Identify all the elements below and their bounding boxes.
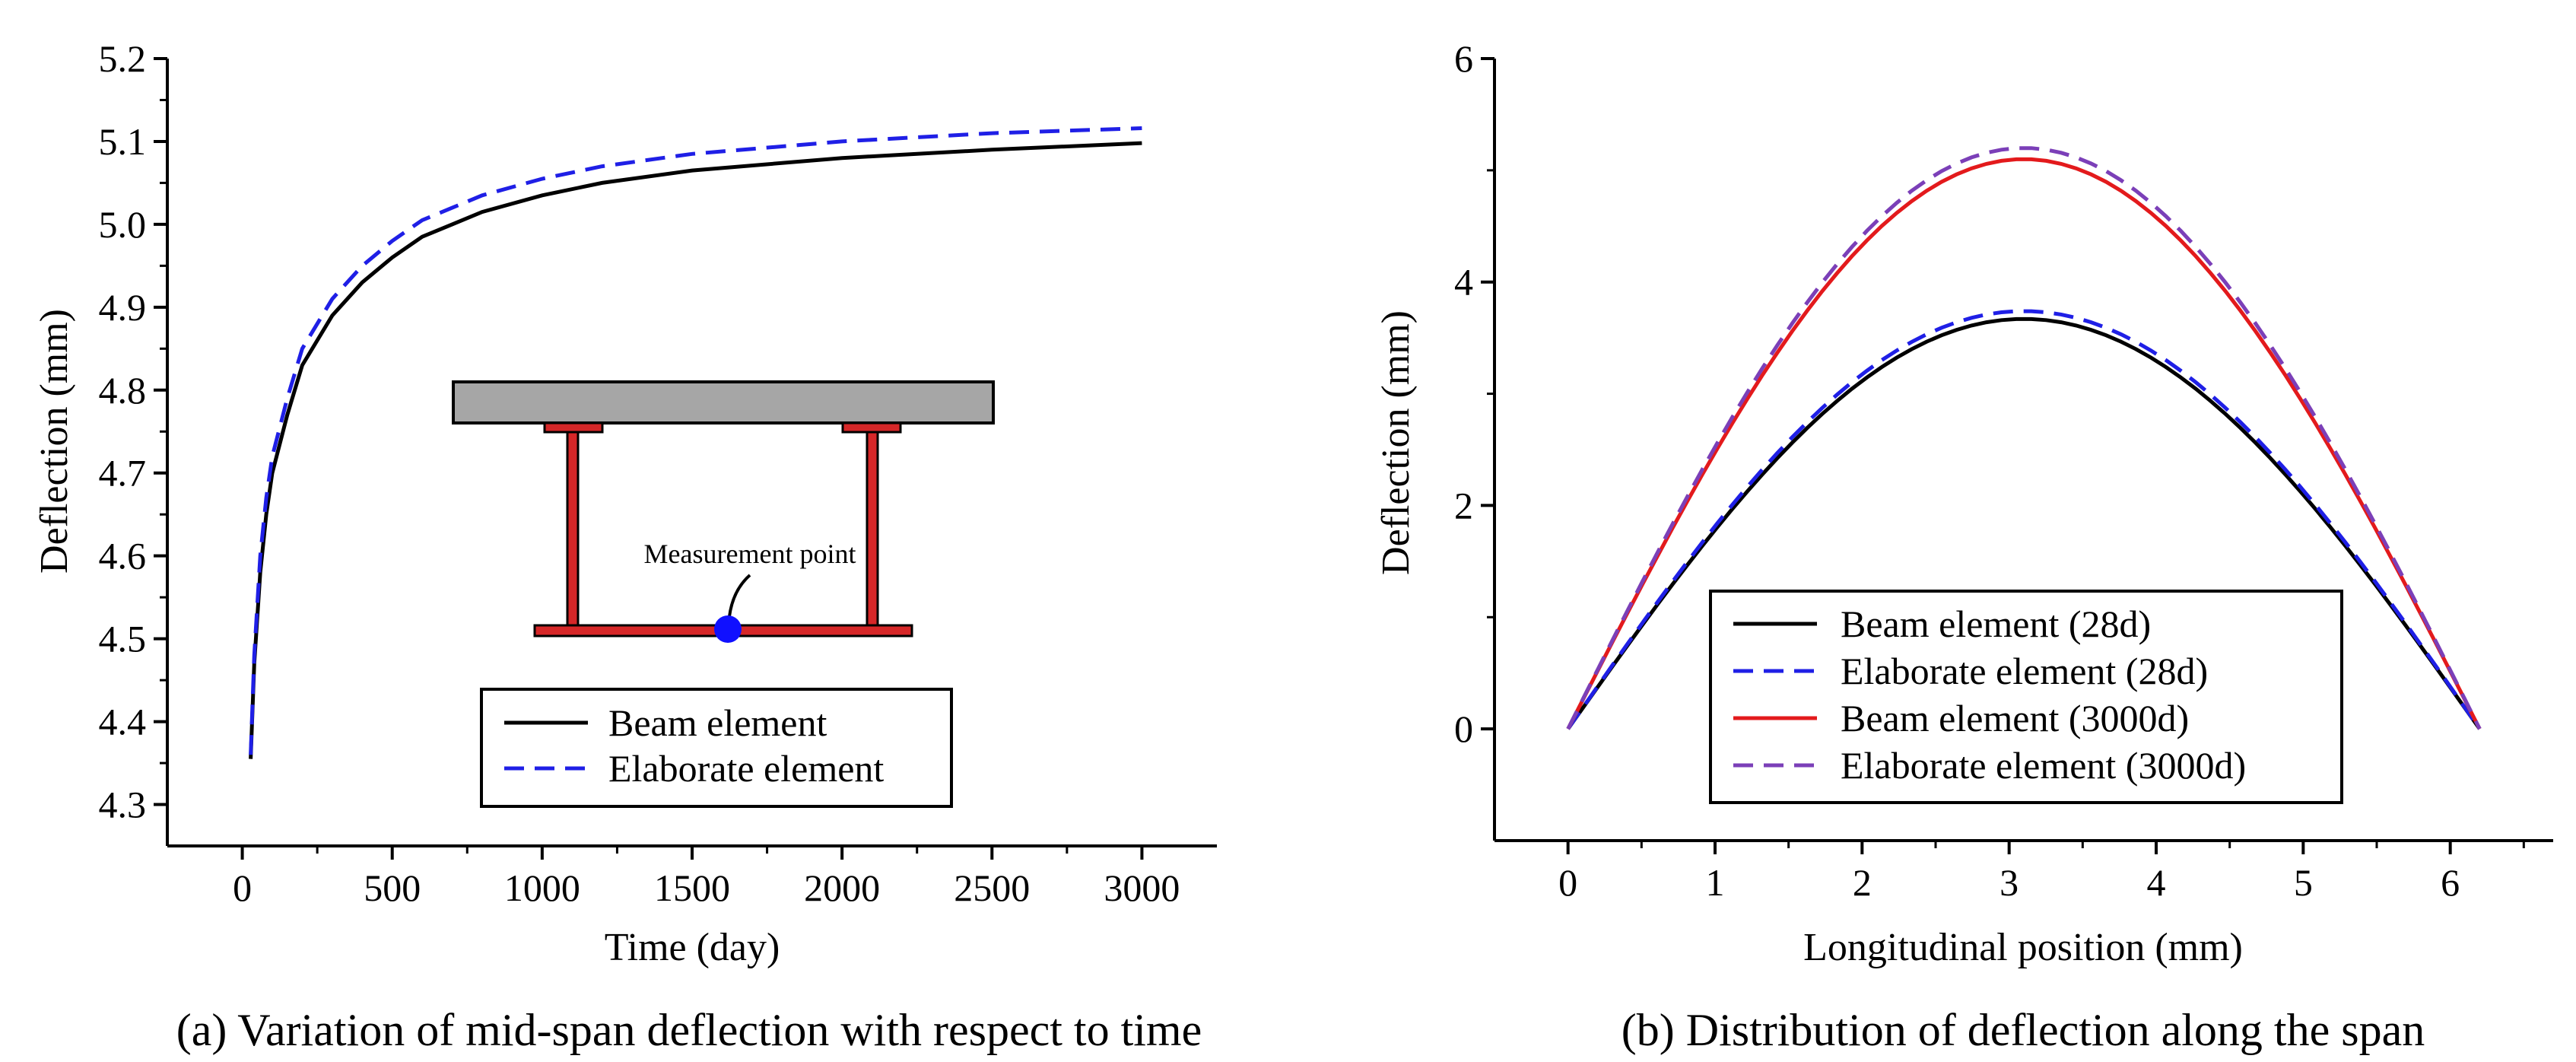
measurement-point-label: Measurement point	[644, 539, 856, 569]
y-tick-label-a-5: 4.8	[99, 369, 147, 412]
x-tick-label-b-0: 0	[1558, 861, 1577, 904]
chart-b: Beam element (28d) Elaborate element (28…	[1374, 37, 2553, 1055]
series-b-2	[1566, 157, 2482, 730]
caption-b: (b) Distribution of deflection along the…	[1622, 1005, 2425, 1055]
x-tick-label-a-6: 3000	[1104, 866, 1180, 909]
y-tick-label-b-2: 4	[1454, 261, 1473, 304]
x-axis-title-b: Longitudinal position (mm)	[1803, 926, 2243, 969]
legend-a-label-elaborate: Elaborate element	[608, 747, 884, 790]
measurement-point-marker	[714, 615, 742, 643]
y-tick-label-a-1: 4.4	[99, 701, 147, 743]
left-top-flange	[543, 421, 604, 434]
y-tick-label-a-4: 4.7	[99, 452, 147, 494]
concrete-slab	[452, 380, 995, 424]
legend-a-label-beam: Beam element	[608, 701, 827, 744]
legend-b-label-elaborate-28d: Elaborate element (28d)	[1841, 650, 2208, 692]
legend-b-label-beam-3000d: Beam element (3000d)	[1841, 697, 2189, 739]
beam-cross-section-inset: Measurement point	[452, 380, 995, 643]
y-tick-label-a-7: 5.0	[99, 203, 147, 246]
left-web	[566, 431, 580, 628]
y-tick-label-a-8: 5.1	[99, 120, 147, 163]
x-tick-label-b-1: 1	[1706, 861, 1725, 904]
x-tick-label-b-3: 3	[1999, 861, 2019, 904]
y-tick-label-a-9: 5.2	[99, 37, 147, 80]
x-tick-label-b-2: 2	[1853, 861, 1872, 904]
series-b-3	[1566, 146, 2482, 730]
x-tick-label-a-3: 1500	[654, 866, 730, 909]
x-tick-label-a-5: 2500	[954, 866, 1030, 909]
y-tick-label-b-0: 0	[1454, 707, 1473, 750]
y-tick-label-a-2: 4.5	[99, 618, 147, 660]
x-tick-label-a-0: 0	[233, 866, 252, 909]
series-b-0	[1566, 316, 2482, 730]
right-top-flange	[841, 421, 902, 434]
legend-b-label-beam-28d: Beam element (28d)	[1841, 603, 2151, 645]
chart-a: Measurement point Beam element Elaborate…	[33, 37, 1217, 1055]
series-a-1	[249, 126, 1142, 755]
legend-a-box	[480, 688, 953, 808]
legend-b-box	[1709, 590, 2343, 804]
legend-b-label-elaborate-3000d: Elaborate element (3000d)	[1841, 744, 2246, 787]
x-tick-label-a-2: 1000	[504, 866, 580, 909]
x-tick-label-b-4: 4	[2147, 861, 2166, 904]
y-axis-title-a: Deflection (mm)	[33, 309, 76, 574]
y-tick-label-a-0: 4.3	[99, 784, 147, 826]
series-a-0	[249, 141, 1142, 759]
x-tick-label-b-6: 6	[2441, 861, 2460, 904]
x-axis-title-a: Time (day)	[605, 926, 780, 969]
x-tick-label-b-5: 5	[2294, 861, 2313, 904]
x-tick-label-a-1: 500	[364, 866, 421, 909]
caption-a: (a) Variation of mid-span deflection wit…	[176, 1005, 1202, 1055]
x-tick-label-a-4: 2000	[804, 866, 880, 909]
legend-b: Beam element (28d) Elaborate element (28…	[1709, 590, 2343, 804]
right-web	[866, 431, 879, 628]
y-tick-label-a-6: 4.9	[99, 286, 147, 329]
y-tick-label-b-3: 6	[1454, 37, 1473, 80]
y-axis-title-b: Deflection (mm)	[1374, 310, 1418, 575]
series-b-1	[1566, 309, 2482, 730]
y-tick-label-a-3: 4.6	[99, 535, 147, 577]
legend-a: Beam element Elaborate element	[480, 688, 953, 808]
y-tick-label-b-1: 2	[1454, 484, 1473, 526]
